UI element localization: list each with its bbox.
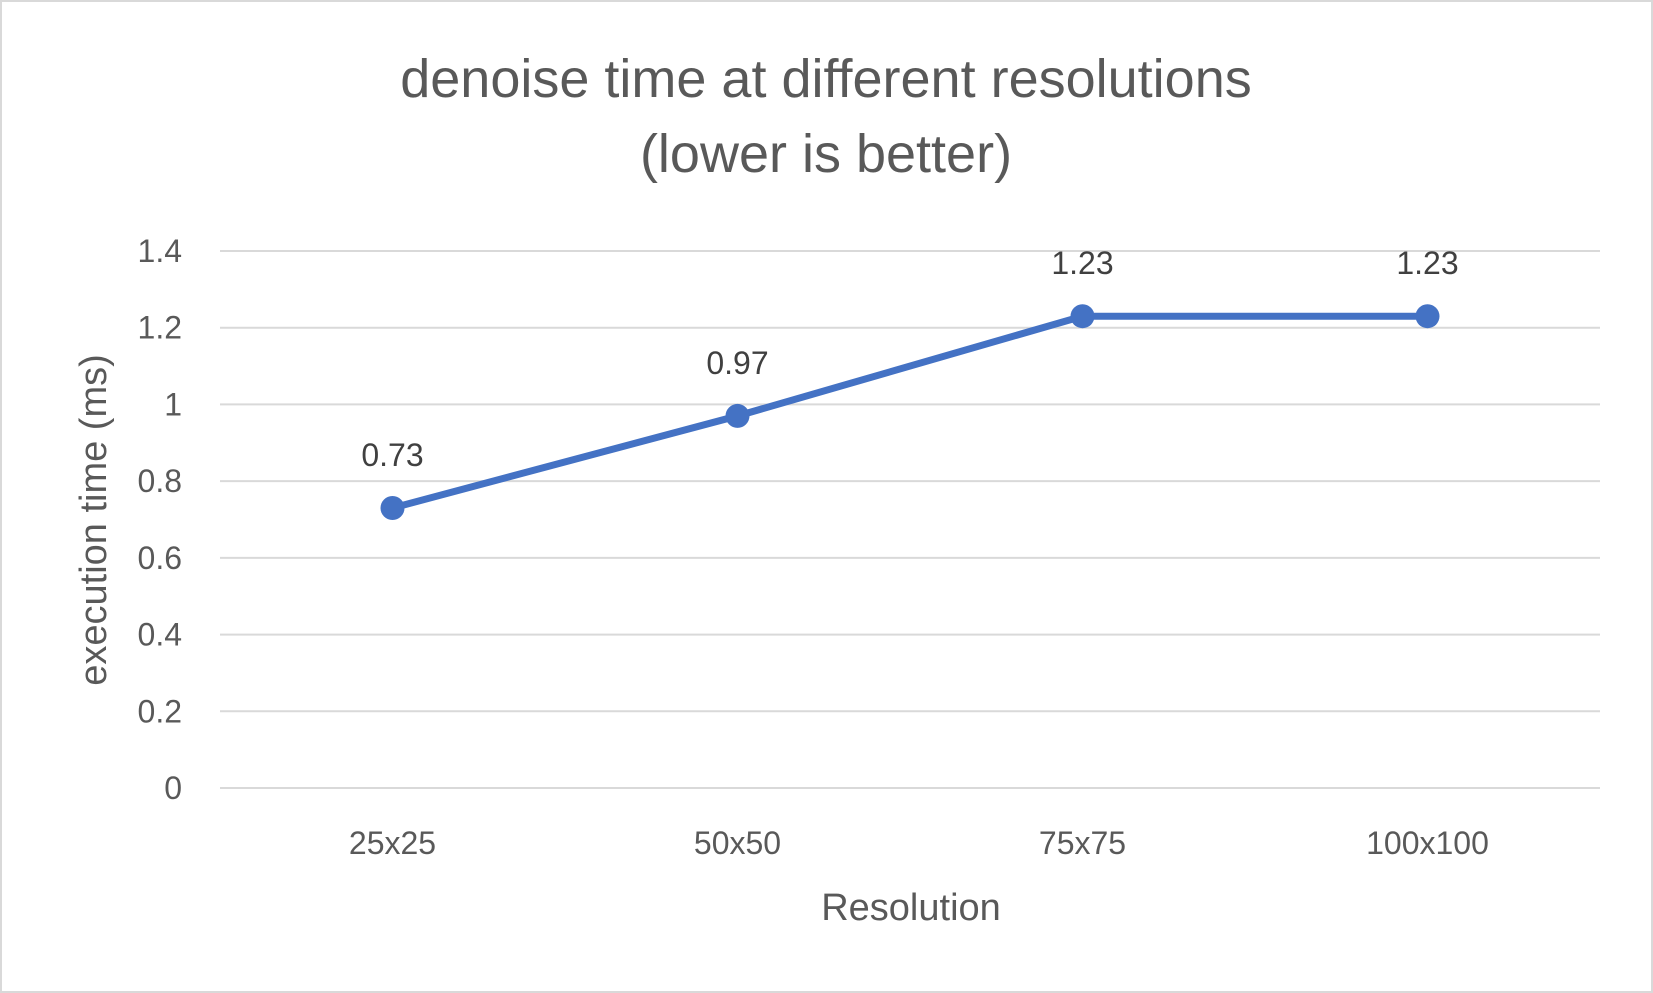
x-tick-label: 75x75 — [1039, 825, 1126, 861]
data-point — [1070, 304, 1095, 329]
data-point — [725, 403, 750, 428]
chart-title-line-1: denoise time at different resolutions — [400, 49, 1252, 109]
data-label: 0.97 — [706, 345, 768, 381]
y-axis-title: execution time (ms) — [73, 354, 115, 686]
x-tick-label: 25x25 — [349, 825, 436, 861]
y-tick-label: 0.4 — [138, 617, 182, 653]
y-tick-label: 1.4 — [138, 233, 182, 269]
y-tick-label: 1.2 — [138, 310, 182, 346]
y-tick-label: 0 — [164, 770, 182, 806]
y-tick-label: 1 — [164, 386, 182, 422]
data-labels: 0.73 0.97 1.23 1.23 — [361, 245, 1458, 473]
data-label: 1.23 — [1051, 245, 1113, 281]
data-point — [380, 495, 405, 520]
y-axis-ticks: 0 0.2 0.4 0.6 0.8 1 1.2 1.4 — [138, 233, 182, 806]
y-tick-label: 0.2 — [138, 693, 182, 729]
y-tick-label: 0.6 — [138, 540, 182, 576]
chart-title-line-2: (lower is better) — [640, 124, 1012, 184]
data-label: 0.73 — [361, 437, 423, 473]
gridlines — [220, 250, 1600, 789]
x-tick-label: 50x50 — [694, 825, 781, 861]
series-line — [389, 312, 1431, 512]
series-layer — [380, 304, 1440, 520]
x-tick-label: 100x100 — [1366, 825, 1489, 861]
data-point — [1415, 304, 1440, 329]
y-tick-label: 0.8 — [138, 463, 182, 499]
x-axis-ticks: 25x25 50x50 75x75 100x100 — [349, 825, 1489, 861]
x-axis-title: Resolution — [821, 887, 1001, 929]
data-label: 1.23 — [1396, 245, 1458, 281]
